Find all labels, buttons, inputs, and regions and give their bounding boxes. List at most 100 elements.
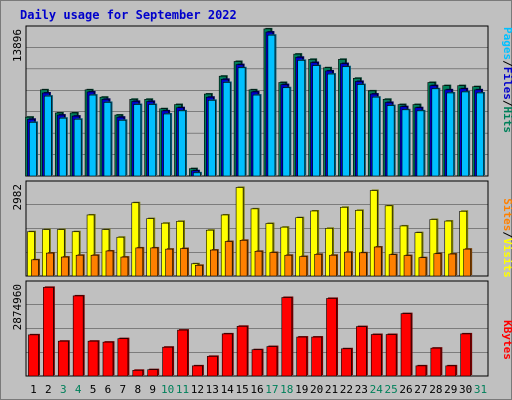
- panel-visits-sites: 2982: [11, 180, 489, 277]
- y-tick-label: 13896: [11, 29, 24, 62]
- x-tick-label: 3: [60, 383, 67, 396]
- bar-visits: [459, 211, 467, 277]
- bar-kbytes: [221, 333, 233, 377]
- legend-pages: Pages: [501, 27, 512, 60]
- bar-pages: [297, 60, 306, 177]
- chart-title: Daily usage for September 2022: [20, 8, 237, 22]
- bar-pages: [118, 120, 127, 177]
- x-tick-label: 18: [280, 383, 293, 396]
- bar-kbytes: [192, 365, 203, 377]
- x-tick-label: 27: [414, 383, 427, 396]
- bar-kbytes: [311, 336, 322, 377]
- bar-sites: [388, 254, 397, 277]
- bar-kbytes: [102, 341, 114, 377]
- bar-sites: [150, 247, 158, 277]
- bar-kbytes: [236, 326, 248, 377]
- bar-visits: [444, 220, 453, 277]
- legend-top: Pages/Files/Hits: [501, 27, 512, 133]
- bar-kbytes: [147, 369, 158, 377]
- bar-pages: [446, 92, 455, 177]
- bar-kbytes: [132, 370, 144, 377]
- x-tick-label: 21: [325, 383, 338, 396]
- bar-visits: [295, 217, 304, 277]
- bar-kbytes: [415, 365, 427, 377]
- bar-sites: [463, 248, 471, 277]
- x-tick-label: 10: [161, 383, 174, 396]
- bar-pages: [163, 113, 171, 177]
- legend-kbytes: KBytes: [501, 320, 512, 360]
- bar-kbytes: [296, 336, 308, 377]
- bar-pages: [58, 117, 67, 177]
- bar-kbytes: [430, 347, 442, 377]
- bar-sites: [299, 256, 308, 277]
- bar-sites: [46, 252, 54, 277]
- bar-sites: [195, 265, 203, 277]
- bar-visits: [71, 231, 80, 277]
- bar-sites: [359, 252, 367, 277]
- bar-visits: [384, 205, 393, 277]
- bar-pages: [44, 95, 52, 177]
- x-tick-label: 31: [474, 383, 487, 396]
- bar-sites: [239, 239, 248, 277]
- bar-pages: [193, 172, 201, 177]
- legend-middle: Sites/Visits: [501, 198, 512, 278]
- panel-hits-files-pages: 13896: [11, 25, 489, 177]
- bar-kbytes: [57, 340, 69, 377]
- bar-visits: [369, 190, 378, 277]
- bar-kbytes: [400, 313, 412, 377]
- x-tick-label: 4: [75, 383, 82, 396]
- x-tick-label: 12: [191, 383, 204, 396]
- bar-sites: [403, 255, 412, 277]
- bar-kbytes: [117, 338, 129, 377]
- x-tick-label: 7: [120, 383, 127, 396]
- x-tick-label: 5: [90, 383, 97, 396]
- bar-sites: [165, 248, 173, 277]
- x-tick-label: 1: [30, 383, 37, 396]
- x-tick-label: 23: [355, 383, 368, 396]
- x-tick-label: 14: [221, 383, 235, 396]
- bar-visits: [235, 187, 244, 277]
- bar-pages: [267, 34, 276, 177]
- bar-pages: [282, 87, 291, 177]
- bar-visits: [131, 202, 140, 277]
- bar-kbytes: [177, 329, 188, 377]
- x-tick-label: 24: [370, 383, 384, 396]
- bar-sites: [180, 248, 188, 277]
- bar-pages: [342, 66, 350, 177]
- x-tick-label: 11: [176, 383, 189, 396]
- bar-sites: [254, 250, 263, 277]
- bar-kbytes: [266, 346, 278, 377]
- bar-pages: [237, 67, 246, 177]
- bar-sites: [448, 253, 457, 277]
- bar-kbytes: [326, 298, 337, 377]
- bar-pages: [29, 122, 37, 177]
- legend-separator: /: [501, 100, 512, 107]
- bar-kbytes: [43, 287, 54, 377]
- bar-pages: [401, 109, 410, 177]
- x-tick-label: 29: [444, 383, 457, 396]
- bar-kbytes: [445, 365, 457, 377]
- bar-sites: [135, 247, 144, 277]
- bar-visits: [310, 210, 318, 277]
- legend-separator: /: [501, 60, 512, 67]
- bar-pages: [222, 82, 231, 177]
- legend-sites: Sites: [501, 198, 512, 231]
- bar-visits: [399, 225, 408, 277]
- bar-pages: [416, 110, 425, 177]
- x-tick-label: 16: [250, 383, 263, 396]
- bar-sites: [209, 249, 218, 277]
- legend-hits: Hits: [501, 107, 512, 134]
- bar-pages: [207, 100, 216, 177]
- bar-sites: [31, 259, 39, 277]
- bar-kbytes: [370, 334, 382, 377]
- bar-pages: [252, 94, 261, 177]
- bar-kbytes: [356, 326, 367, 377]
- bar-visits: [280, 226, 289, 277]
- bar-visits: [414, 232, 423, 277]
- bar-visits: [86, 214, 95, 277]
- x-tick-label: 6: [105, 383, 112, 396]
- x-tick-label: 17: [265, 383, 278, 396]
- bar-sites: [344, 251, 352, 277]
- bar-sites: [373, 246, 382, 277]
